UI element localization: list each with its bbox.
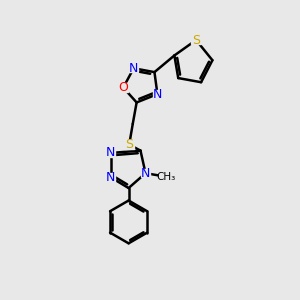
Text: S: S [192,34,200,46]
Text: N: N [129,62,138,75]
Text: N: N [141,167,150,180]
Text: N: N [153,88,162,100]
Bar [106,149,115,157]
Bar [141,169,150,177]
Bar [159,172,174,181]
Bar [106,173,115,182]
Bar [118,83,128,92]
Text: O: O [118,81,128,94]
Text: N: N [106,171,116,184]
Bar [124,140,134,149]
Text: CH₃: CH₃ [157,172,176,182]
Bar [153,90,162,98]
Bar [129,64,138,72]
Text: S: S [125,138,133,151]
Text: N: N [106,146,116,160]
Bar [191,36,201,44]
